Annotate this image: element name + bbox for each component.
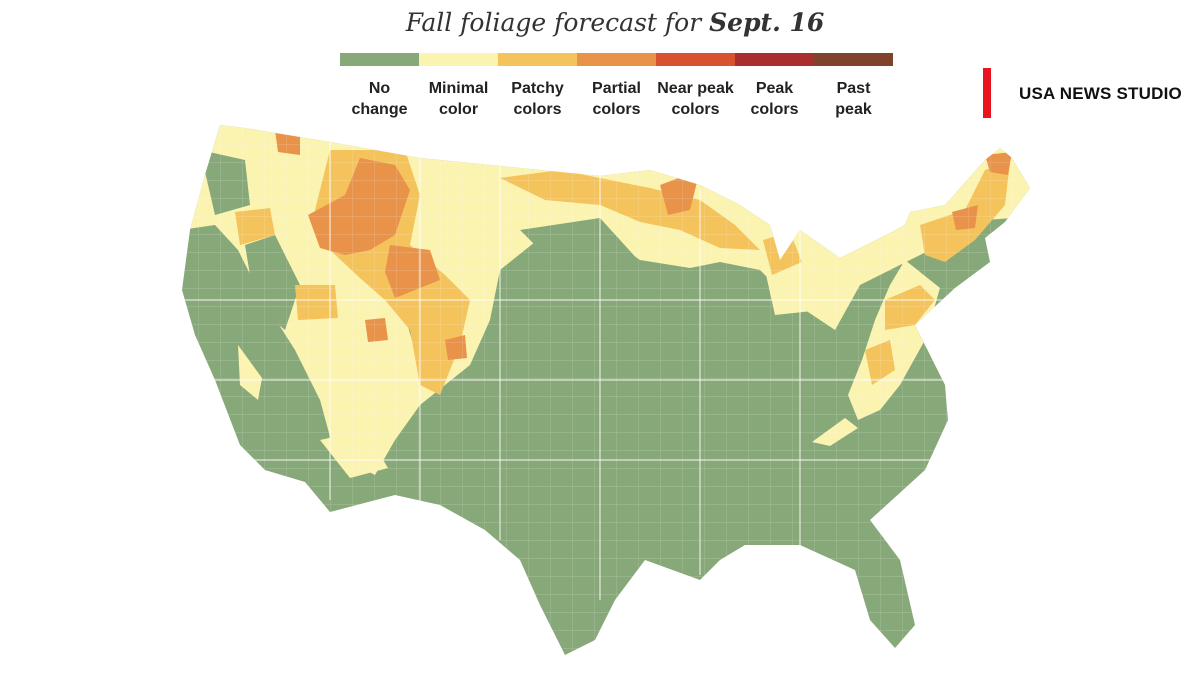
brand-mark <box>983 68 991 118</box>
legend-label-patchy-colors: Patchy colors <box>511 80 564 118</box>
legend-swatch-near-peak-colors <box>656 53 735 66</box>
legend-labels: No change Minimal color Patchy colors Parti… <box>340 78 893 120</box>
brand-name: USA NEWS STUDIO <box>1019 84 1182 103</box>
title-prefix: Fall foliage forecast for <box>405 8 710 37</box>
legend-label-past-peak: Past peak <box>835 80 872 118</box>
legend-swatch-minimal-color <box>419 53 498 66</box>
legend-swatch-partial-colors <box>577 53 656 66</box>
legend-label-peak-colors: Peak colors <box>750 80 799 118</box>
legend-swatch-patchy-colors <box>498 53 577 66</box>
title-date: Sept. 16 <box>709 8 825 37</box>
legend-color-bar <box>340 53 893 66</box>
state-boundaries <box>182 140 1000 600</box>
legend-label-no-change: No change <box>351 80 408 118</box>
legend-swatch-no-change <box>340 53 419 66</box>
legend-swatch-past-peak <box>814 53 893 66</box>
legend-label-minimal-color: Minimal color <box>428 80 489 118</box>
map-title: Fall foliage forecast for Sept. 16 <box>0 8 1200 37</box>
legend-swatch-peak-colors <box>735 53 814 66</box>
legend-label-near-peak-colors: Near peak colors <box>657 80 734 118</box>
legend: No change Minimal color Patchy colors Parti… <box>340 53 893 120</box>
legend-label-partial-colors: Partial colors <box>592 80 641 118</box>
